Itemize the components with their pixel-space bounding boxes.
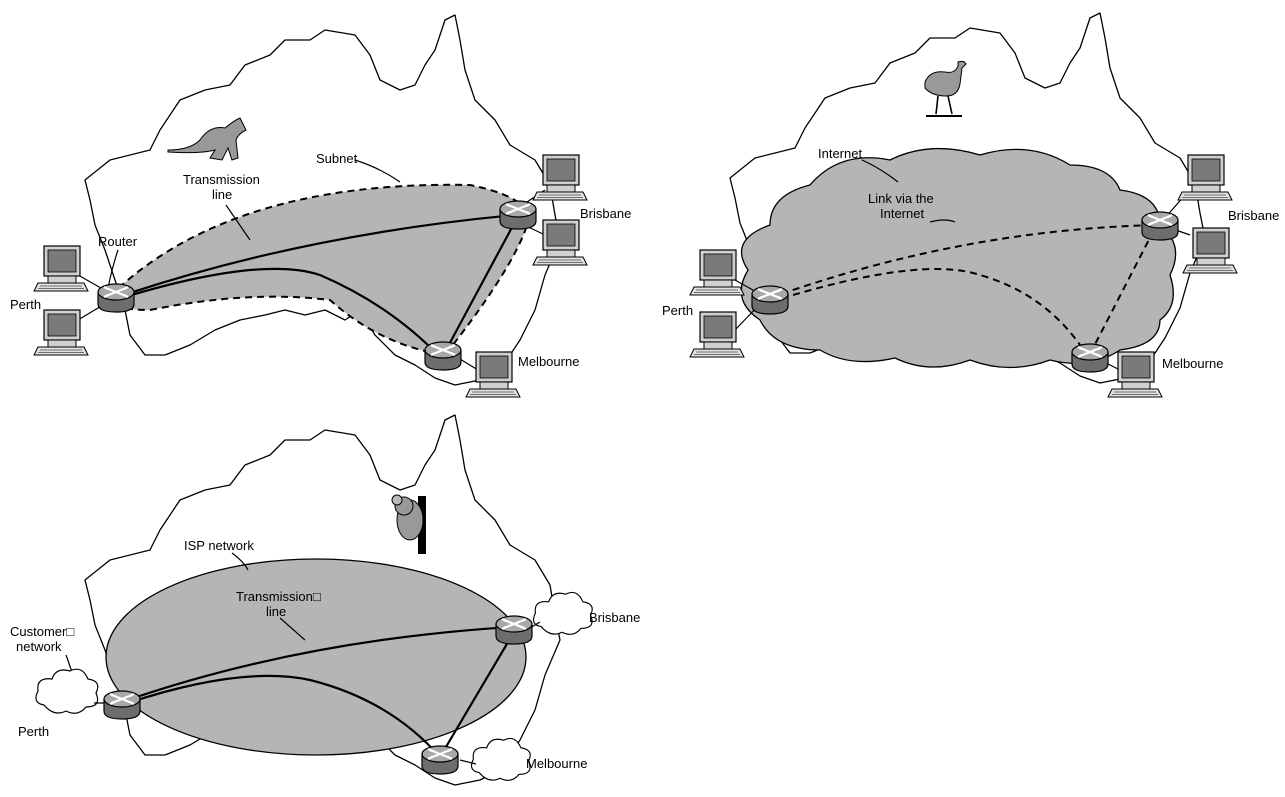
link-pointer bbox=[929, 219, 956, 223]
subnet-pointer bbox=[354, 159, 401, 183]
router-brisbane bbox=[1140, 210, 1180, 242]
label-subnet: Subnet bbox=[316, 151, 358, 166]
label-transmission-line-1: Transmission bbox=[183, 172, 260, 187]
label-transmission-line-1: Transmission□ bbox=[236, 589, 321, 604]
router-melbourne bbox=[420, 744, 460, 776]
label-internet: Internet bbox=[818, 146, 862, 161]
router-perth bbox=[102, 689, 142, 721]
transmission-pointer bbox=[225, 204, 251, 241]
emu-icon bbox=[924, 60, 967, 117]
label-link-2: Internet bbox=[880, 206, 924, 221]
isp-pointer bbox=[231, 552, 249, 571]
pc-links bbox=[77, 189, 546, 371]
label-brisbane: Brisbane bbox=[580, 206, 631, 221]
label-link-1: Link via the bbox=[868, 191, 934, 206]
label-perth: Perth bbox=[662, 303, 693, 318]
label-brisbane: Brisbane bbox=[1228, 208, 1279, 223]
label-customer-network-2: network bbox=[16, 639, 62, 654]
line-melbourne-brisbane bbox=[442, 631, 515, 753]
koala-icon bbox=[391, 494, 426, 554]
router-brisbane bbox=[494, 614, 534, 646]
label-perth: Perth bbox=[18, 724, 49, 739]
internet-pointer bbox=[861, 159, 899, 183]
customer-cloud-perth bbox=[35, 668, 99, 714]
router-melbourne bbox=[423, 340, 463, 372]
pc-links bbox=[734, 194, 1191, 371]
label-isp-network: ISP network bbox=[184, 538, 254, 553]
computer-perth-2 bbox=[689, 311, 745, 358]
router-perth bbox=[96, 282, 136, 314]
transmission-pointer bbox=[279, 617, 306, 641]
label-melbourne: Melbourne bbox=[1162, 356, 1223, 371]
line-perth-melbourne bbox=[121, 674, 441, 758]
panel-isp-network: ISP network Transmission□ line Customer□… bbox=[10, 414, 640, 786]
customer-pointer bbox=[65, 654, 73, 673]
label-melbourne: Melbourne bbox=[526, 756, 587, 771]
computer-perth-1 bbox=[33, 245, 89, 292]
kangaroo-icon bbox=[167, 117, 247, 161]
line-perth-brisbane bbox=[114, 213, 516, 300]
label-router: Router bbox=[98, 234, 138, 249]
line-melbourne-brisbane bbox=[444, 217, 518, 353]
router-brisbane bbox=[498, 199, 538, 231]
label-customer-network-1: Customer□ bbox=[10, 624, 74, 639]
label-brisbane: Brisbane bbox=[589, 610, 640, 625]
panel-internet: Internet Link via the Internet Perth Bri… bbox=[662, 12, 1279, 398]
computer-perth-2 bbox=[33, 309, 89, 356]
label-melbourne: Melbourne bbox=[518, 354, 579, 369]
panel-private-network: Subnet Transmission line Router Perth Br… bbox=[10, 14, 631, 398]
label-transmission-line-2: line bbox=[212, 187, 232, 202]
link-perth-melbourne bbox=[769, 268, 1089, 358]
computer-perth-1 bbox=[689, 249, 745, 296]
line-perth-brisbane bbox=[121, 625, 513, 704]
isp-network-area bbox=[105, 558, 527, 756]
line-perth-melbourne bbox=[114, 267, 441, 358]
router-perth bbox=[750, 284, 790, 316]
label-perth: Perth bbox=[10, 297, 41, 312]
subnet-boundary bbox=[108, 183, 532, 357]
label-transmission-line-2: line bbox=[266, 604, 286, 619]
link-perth-brisbane bbox=[769, 224, 1156, 299]
router-melbourne bbox=[1070, 342, 1110, 374]
